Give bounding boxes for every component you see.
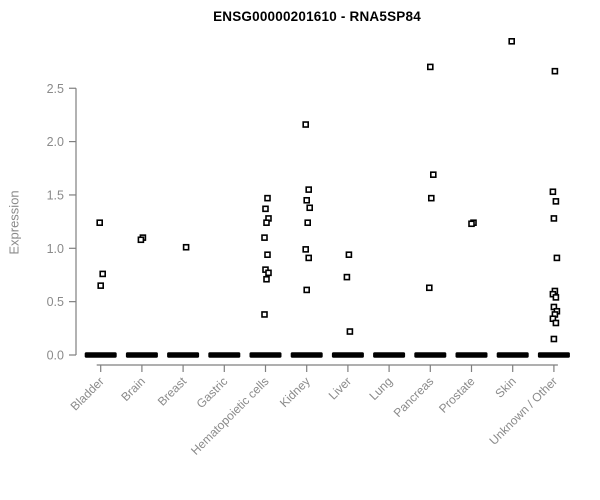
data-point (552, 319, 560, 327)
x-tick-label: Bladder (68, 374, 107, 413)
data-point (426, 63, 434, 71)
y-tick-label: 0.5 (47, 295, 64, 309)
zero-expression-dash (167, 352, 200, 358)
x-tick-label: Skin (492, 374, 518, 400)
data-point (262, 205, 269, 213)
data-point (261, 234, 268, 241)
data-point (303, 286, 311, 294)
data-point (427, 194, 435, 202)
data-point (552, 294, 560, 301)
data-point (345, 251, 353, 259)
x-tick-label: Gastric (194, 374, 231, 411)
data-point (96, 219, 103, 226)
data-point (182, 243, 190, 251)
data-point (550, 215, 558, 222)
zero-expression-dash (290, 352, 323, 358)
data-point (553, 254, 561, 262)
data-point (550, 335, 558, 343)
data-point (302, 121, 310, 128)
zero-expression-dash (455, 352, 488, 358)
y-axis-label: Expression (6, 190, 22, 255)
zero-expression-dash (414, 352, 447, 358)
data-point (263, 219, 270, 226)
data-point (304, 219, 312, 226)
zero-expression-dash (84, 352, 117, 358)
data-point (508, 38, 516, 45)
x-tick-label: Liver (326, 374, 354, 402)
data-point (551, 67, 559, 75)
data-point (305, 254, 313, 262)
x-tick-label: Brain (118, 374, 148, 404)
zero-expression-dash (249, 352, 282, 358)
zero-expression-dash (125, 352, 158, 358)
data-point (263, 275, 270, 283)
data-point (303, 196, 311, 204)
data-point (97, 282, 104, 289)
y-tick-label: 1.0 (47, 242, 64, 256)
zero-expression-dash (496, 352, 529, 358)
zero-expression-dash (208, 352, 241, 358)
data-point (468, 220, 475, 228)
data-point (305, 186, 313, 193)
data-point (264, 251, 271, 259)
chart-title: ENSG00000201610 - RNA5SP84 (213, 9, 421, 24)
data-point (264, 194, 271, 202)
x-tick-label: Pancreas (391, 374, 437, 420)
x-tick-label: Breast (155, 374, 190, 409)
data-point (302, 246, 310, 253)
data-point (552, 198, 560, 205)
x-tick-label: Hematopoietic cells (188, 374, 271, 457)
x-tick-label: Kidney (277, 374, 313, 410)
data-point (99, 270, 106, 278)
data-point (429, 171, 437, 178)
data-point (346, 328, 354, 335)
zero-expression-dash (537, 352, 570, 358)
x-tick-label: Lung (366, 374, 395, 403)
y-tick-label: 2.0 (47, 135, 64, 149)
data-point (425, 284, 433, 292)
data-point (549, 188, 557, 196)
y-tick-label: 1.5 (47, 188, 64, 202)
data-point (261, 311, 268, 318)
zero-expression-dash (373, 352, 406, 358)
y-tick-label: 2.5 (47, 82, 64, 96)
data-point (306, 204, 314, 212)
data-point (137, 236, 145, 244)
y-tick-label: 0.0 (47, 349, 64, 363)
data-point (343, 273, 351, 281)
x-tick-label: Prostate (436, 374, 478, 416)
data-point (265, 269, 272, 277)
zero-expression-dash (331, 352, 364, 358)
